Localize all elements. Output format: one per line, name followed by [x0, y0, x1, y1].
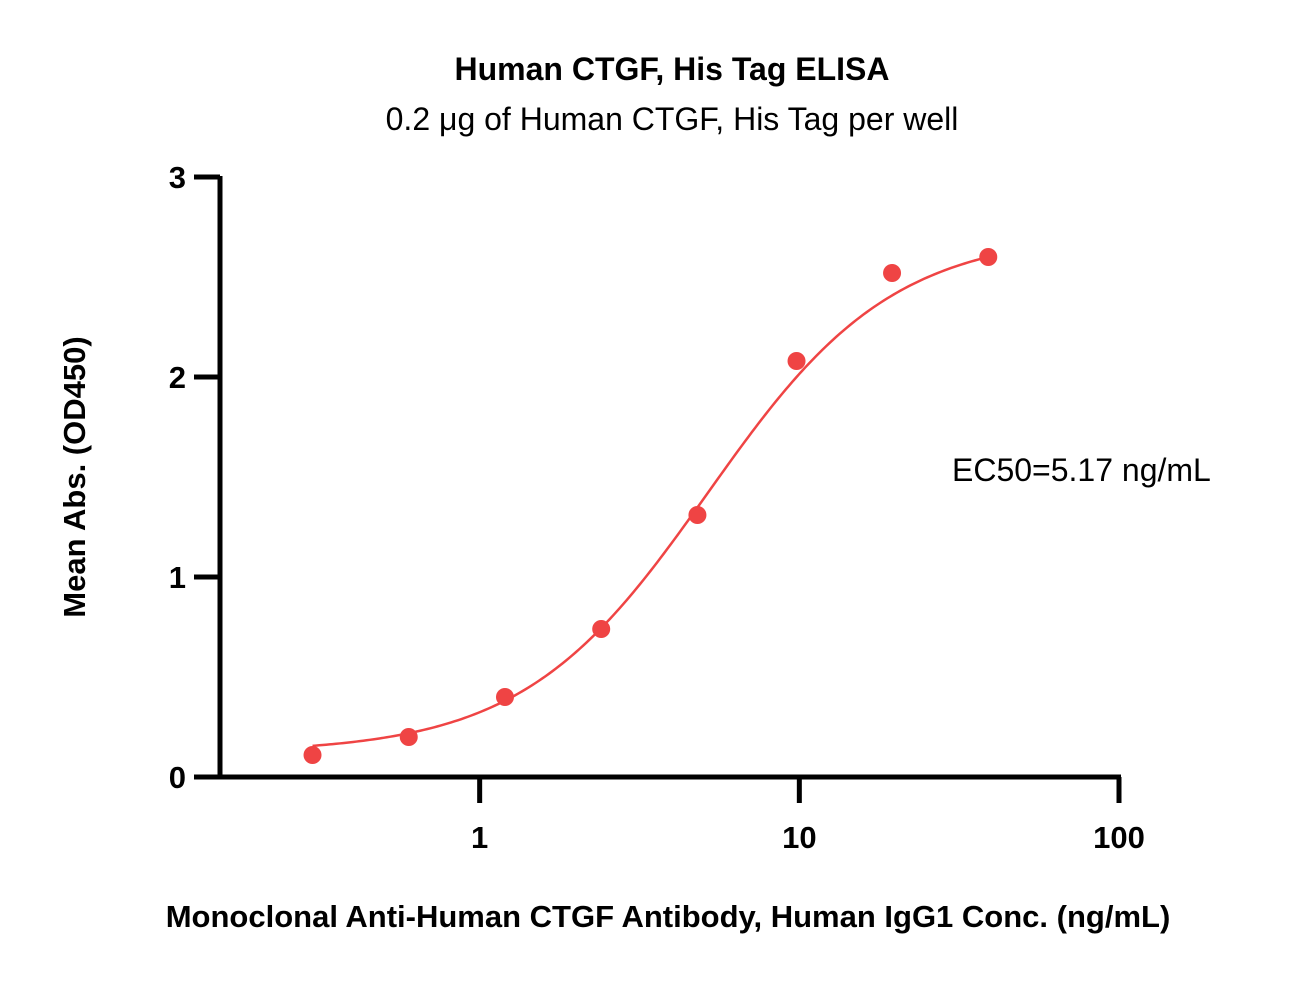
data-point	[303, 746, 322, 764]
x-axis-title: Monoclonal Anti-Human CTGF Antibody, Hum…	[166, 899, 1171, 934]
x-tick-label: 1	[471, 820, 488, 855]
y-tick-label: 0	[169, 760, 186, 795]
data-point	[495, 688, 514, 706]
data-point	[787, 352, 806, 370]
y-axis-title: Mean Abs. (OD450)	[57, 336, 92, 617]
y-tick-label: 2	[169, 360, 186, 395]
y-axis-ticks: 0 1 2 3	[169, 160, 220, 795]
y-tick-label: 3	[169, 160, 186, 195]
x-tick-label: 100	[1093, 820, 1145, 855]
y-tick-label: 1	[169, 560, 186, 595]
data-point	[979, 248, 998, 266]
x-axis-ticks: 1 10 100	[471, 777, 1145, 855]
data-point	[883, 264, 902, 282]
data-point	[592, 620, 611, 638]
data-points	[303, 248, 998, 764]
chart-title: Human CTGF, His Tag ELISA	[455, 51, 890, 87]
data-point	[688, 506, 707, 524]
fit-curve	[312, 255, 989, 748]
x-tick-label: 10	[782, 820, 816, 855]
data-point	[399, 728, 418, 746]
ec50-annotation: EC50=5.17 ng/mL	[952, 452, 1211, 488]
chart-subtitle: 0.2 μg of Human CTGF, His Tag per well	[386, 101, 959, 137]
